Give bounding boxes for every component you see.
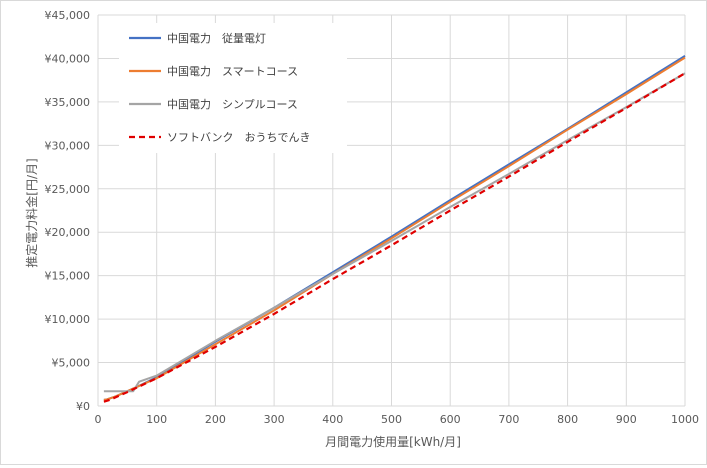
y-tick-label: ¥40,000 xyxy=(45,52,91,65)
x-axis-label: 月間電力使用量[kWh/月] xyxy=(325,434,461,449)
x-tick-label: 100 xyxy=(146,413,167,426)
x-tick-label: 900 xyxy=(616,413,637,426)
y-tick-label: ¥30,000 xyxy=(45,139,91,152)
y-tick-label: ¥5,000 xyxy=(52,357,91,370)
x-tick-label: 200 xyxy=(205,413,226,426)
legend-label-2: 中国電力 スマートコース xyxy=(167,65,298,78)
x-tick-label: 500 xyxy=(381,413,402,426)
x-tick-label: 1000 xyxy=(671,413,699,426)
x-tick-label: 400 xyxy=(322,413,343,426)
legend-label-1: 中国電力 従量電灯 xyxy=(167,32,266,45)
tick-labels: ¥0 ¥5,000 ¥10,000 ¥15,000 ¥20,000 ¥25,000 ¥30,… xyxy=(45,9,700,426)
legend-label-4: ソフトバンク おうちでんき xyxy=(167,131,311,144)
y-tick-label: ¥45,000 xyxy=(45,9,91,22)
x-tick-label: 0 xyxy=(95,413,102,426)
series-lines xyxy=(103,54,686,403)
x-tick-label: 600 xyxy=(440,413,461,426)
y-tick-label: ¥15,000 xyxy=(45,270,91,283)
legend-label-3: 中国電力 シンプルコース xyxy=(167,98,298,111)
y-tick-label: ¥35,000 xyxy=(45,96,91,109)
x-tick-label: 300 xyxy=(264,413,285,426)
series-line-4 xyxy=(103,72,686,403)
series-line-2 xyxy=(103,56,686,401)
y-tick-label: ¥0 xyxy=(76,400,90,413)
y-tick-label: ¥20,000 xyxy=(45,226,91,239)
x-tick-label: 800 xyxy=(557,413,578,426)
y-tick-label: ¥25,000 xyxy=(45,183,91,196)
legend-box xyxy=(119,23,347,153)
x-tick-label: 700 xyxy=(498,413,519,426)
y-tick-label: ¥10,000 xyxy=(45,313,91,326)
y-axis-label: 推定電力料金[円/月] xyxy=(24,158,39,267)
